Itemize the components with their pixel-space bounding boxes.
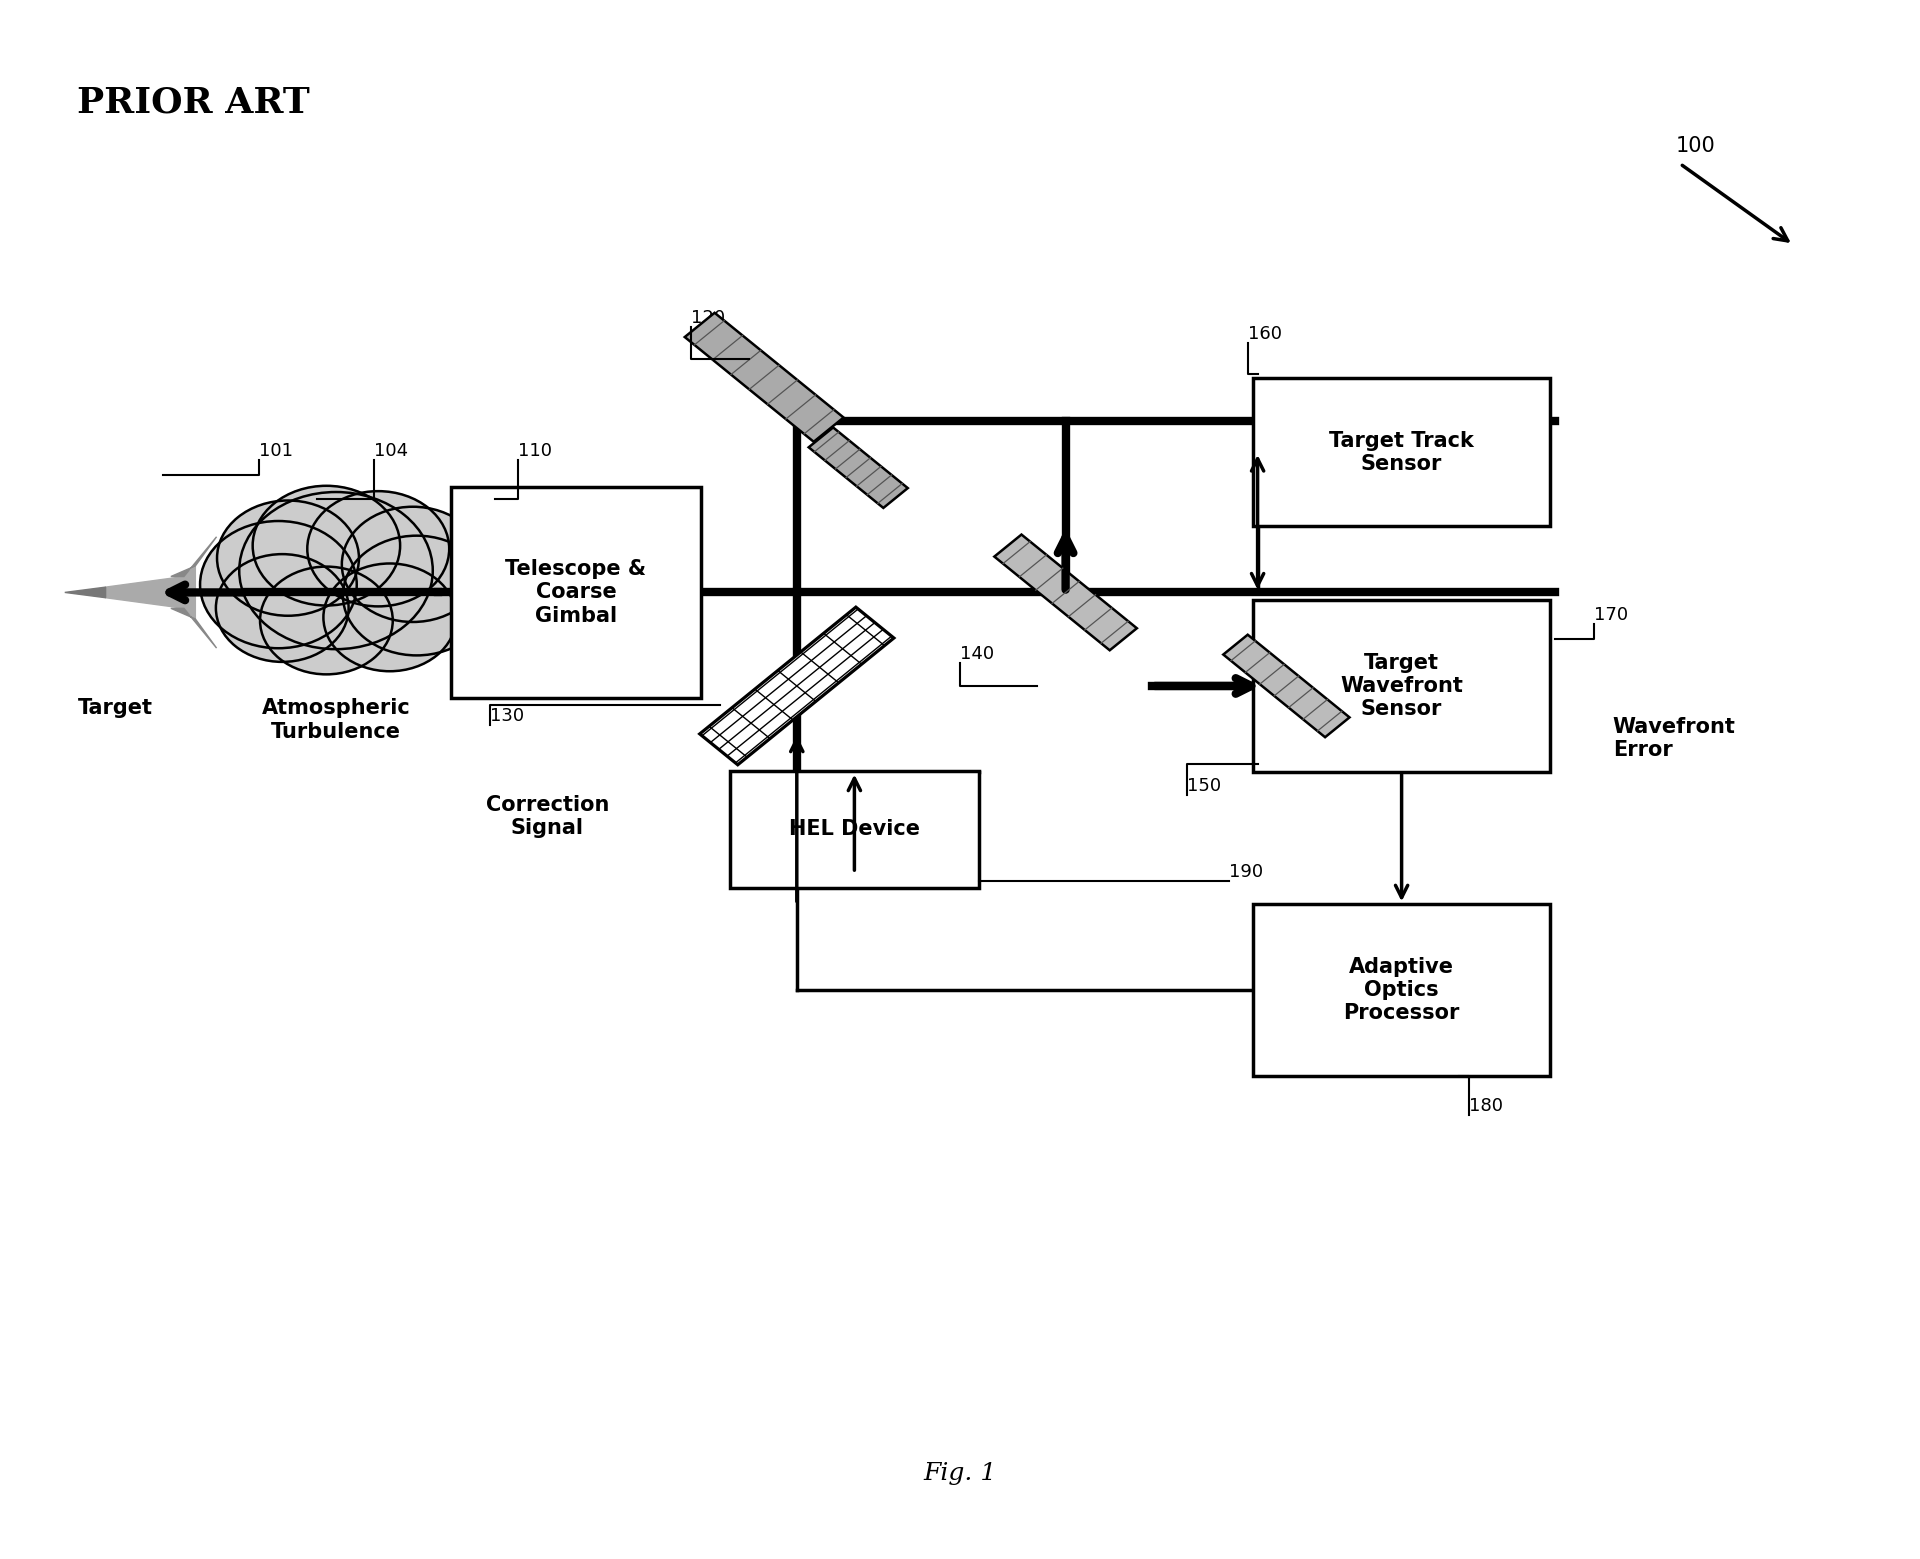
Text: Target Track
Sensor: Target Track Sensor — [1329, 430, 1475, 474]
Text: Target
Wavefront
Sensor: Target Wavefront Sensor — [1340, 653, 1463, 719]
Bar — [1252, 904, 1551, 1076]
Circle shape — [240, 493, 432, 649]
Circle shape — [342, 507, 484, 622]
Text: 160: 160 — [1248, 324, 1283, 343]
Polygon shape — [995, 535, 1137, 650]
Text: Wavefront
Error: Wavefront Error — [1613, 717, 1736, 761]
Bar — [730, 770, 979, 887]
Bar — [451, 486, 701, 698]
Text: Target: Target — [77, 698, 154, 719]
Text: 101: 101 — [259, 441, 294, 460]
Polygon shape — [808, 427, 908, 508]
Text: Atmospheric
Turbulence: Atmospheric Turbulence — [261, 698, 411, 742]
Polygon shape — [171, 536, 217, 577]
Polygon shape — [699, 606, 895, 765]
Text: 180: 180 — [1469, 1096, 1503, 1115]
Polygon shape — [65, 588, 106, 597]
Text: PRIOR ART: PRIOR ART — [77, 86, 309, 120]
Text: Adaptive
Optics
Processor: Adaptive Optics Processor — [1344, 957, 1459, 1023]
Text: 110: 110 — [518, 441, 553, 460]
Text: Fig. 1: Fig. 1 — [924, 1462, 996, 1484]
Bar — [1252, 600, 1551, 772]
Text: HEL Device: HEL Device — [789, 820, 920, 839]
Polygon shape — [106, 566, 196, 619]
Polygon shape — [1223, 635, 1350, 737]
Text: 170: 170 — [1594, 605, 1628, 624]
Text: 190: 190 — [1229, 862, 1263, 881]
Circle shape — [323, 563, 457, 672]
Text: Telescope &
Coarse
Gimbal: Telescope & Coarse Gimbal — [505, 560, 647, 625]
Polygon shape — [685, 313, 843, 441]
Circle shape — [215, 553, 349, 663]
Text: 120: 120 — [691, 309, 726, 327]
Text: 100: 100 — [1676, 136, 1716, 156]
Circle shape — [344, 536, 490, 655]
Circle shape — [253, 486, 399, 605]
Text: 130: 130 — [490, 706, 524, 725]
Text: Correction
Signal: Correction Signal — [486, 795, 609, 839]
Circle shape — [200, 521, 357, 649]
Text: 150: 150 — [1187, 776, 1221, 795]
Circle shape — [217, 500, 359, 616]
Circle shape — [307, 491, 449, 606]
Bar — [1252, 379, 1551, 527]
Text: 140: 140 — [960, 644, 995, 663]
Text: 104: 104 — [374, 441, 409, 460]
Circle shape — [259, 566, 394, 675]
Polygon shape — [171, 608, 217, 649]
